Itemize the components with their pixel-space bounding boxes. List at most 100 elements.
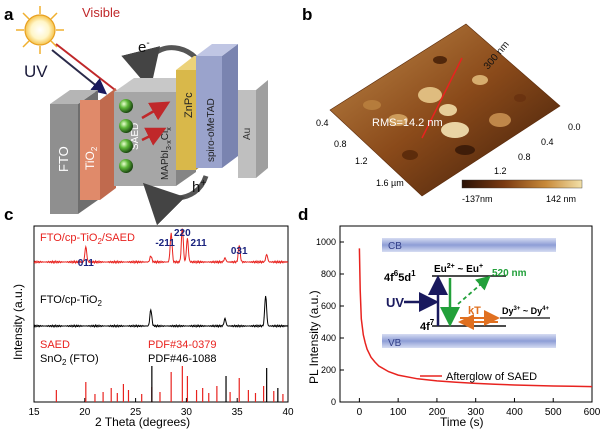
axis-tick-right-2: 0.4 <box>541 137 554 147</box>
xlabel-d: Time (s) <box>440 415 484 429</box>
axis-tick-left-1: 0.4 <box>316 118 329 128</box>
axis-tick-right-4: 1.2 <box>494 166 507 176</box>
spiro-layer <box>196 56 222 168</box>
xrd-trace-cptio2 <box>33 295 289 329</box>
hkl-label: 011 <box>78 258 95 269</box>
znpc-layer <box>176 70 196 170</box>
vb-band <box>382 334 556 348</box>
energy-diagram-inset: CB VB 4f65d1 4f7 Eu2+ ~ Eu+ Dy3+ ~ Dy4+ … <box>382 238 556 349</box>
legend-label-d: Afterglow of SAED <box>446 371 537 383</box>
dy-label: Dy3+ ~ Dy4+ <box>502 306 549 316</box>
cb-band <box>382 238 556 252</box>
emission-out-arrow <box>457 275 491 305</box>
xticks-d: 0 100 200 300 400 500 600 <box>357 398 600 418</box>
uv-ray-arrow <box>51 49 108 95</box>
hole-arrow <box>142 175 209 226</box>
fto-layer <box>50 104 78 214</box>
x-tick-label-c: 30 <box>181 407 193 418</box>
x-tick-label-c: 15 <box>28 407 40 418</box>
ref-label-sno2: SnO2 (FTO) <box>40 353 99 367</box>
saed-particles <box>119 99 133 173</box>
panel-a: a Visible UV e- FTO TiO2 <box>4 5 268 226</box>
vb-label: VB <box>388 338 402 349</box>
axis-tick-right-3: 0.8 <box>518 152 531 162</box>
electron-arrow <box>121 45 198 90</box>
x-tick-label-c: 25 <box>130 407 142 418</box>
x-tick-label-d: 600 <box>584 407 600 418</box>
x-tick-label-d: 400 <box>506 407 523 418</box>
colorbar-max-label: 142 nm <box>546 194 576 204</box>
ylabel-d: PL Intensity (a.u.) <box>307 290 321 384</box>
hkl-label: 220 <box>174 228 191 239</box>
rms-line <box>421 57 463 139</box>
y-tick-label-d: 0 <box>331 397 336 407</box>
plot-frame-d <box>339 225 593 403</box>
y-tick-label-d: 800 <box>321 269 336 279</box>
panel-b: b RMS=14.2 nm 300 nm 0.4 0.8 1.2 1.6 µm … <box>302 5 583 204</box>
tio2-label: TiO2 <box>83 146 99 170</box>
visible-label: Visible <box>82 5 120 20</box>
excited-state-label: 4f65d1 <box>384 269 416 284</box>
xlabel-c: 2 Theta (degrees) <box>95 415 190 429</box>
ref-pdf-sno2: PDF#46-1088 <box>148 353 217 365</box>
eu-label: Eu2+ ~ Eu+ <box>434 263 483 275</box>
panel-label-c: c <box>4 205 13 224</box>
ref-pdf-saed: PDF#34-0379 <box>148 339 217 351</box>
y-tick-label-d: 400 <box>321 333 336 343</box>
afterglow-curve <box>358 248 593 388</box>
x-tick-label-c: 40 <box>282 407 294 418</box>
reference-sticks-c <box>55 366 284 402</box>
sun-icon <box>16 6 64 54</box>
hkl-label: 031 <box>231 246 248 257</box>
electron-label: e- <box>138 38 150 56</box>
ref-label-saed: SAED <box>40 339 70 351</box>
transfer-arrow-2 <box>141 127 167 146</box>
x-tick-label-d: 500 <box>545 407 562 418</box>
uv-label: UV <box>24 62 48 81</box>
spiro-label: spiro-oMeTAD <box>206 98 217 162</box>
plot-frame-c <box>33 225 289 403</box>
axis-tick-right-1: 0.0 <box>568 122 581 132</box>
au-layer <box>238 90 256 178</box>
axis-tick-left-2: 0.8 <box>334 139 347 149</box>
colorbar <box>461 179 583 189</box>
emission-label: 520 nm <box>492 268 527 279</box>
znpc-label: ZnPc <box>183 92 195 118</box>
axis-tick-left-4: 1.6 µm <box>376 178 404 188</box>
x-tick-label-d: 100 <box>390 407 407 418</box>
afm-texture <box>363 56 526 160</box>
panel-c: c Intensity (a.u.) 2 Theta (degrees) 15 2… <box>4 205 294 429</box>
uv-inset-label: UV <box>386 295 404 310</box>
y-tick-label-d: 200 <box>321 365 336 375</box>
rms-label: RMS=14.2 nm <box>372 117 443 129</box>
x-tick-label-c: 35 <box>232 407 244 418</box>
panel-label-d: d <box>298 205 308 224</box>
y-tick-label-d: 1000 <box>316 237 336 247</box>
hkl-label: -211 <box>155 238 175 249</box>
ground-state-label: 4f7 <box>420 318 435 333</box>
tio2-layer <box>80 100 100 200</box>
y-tick-label-d: 600 <box>321 301 336 311</box>
trace-label-saed: FTO/cp-TiO2/SAED <box>40 232 135 246</box>
x-tick-label-d: 200 <box>429 407 446 418</box>
colorbar-min-label: -137nm <box>462 194 493 204</box>
yticks-d: 0 200 400 600 800 1000 <box>316 237 344 407</box>
hole-label: h+ <box>192 178 206 196</box>
transfer-arrow-1 <box>141 101 171 121</box>
kt-label: kT <box>468 305 481 317</box>
trace-label-cptio2: FTO/cp-TiO2 <box>40 294 102 308</box>
axis-tick-left-3: 1.2 <box>355 156 368 166</box>
panel-label-a: a <box>4 5 14 24</box>
panel-label-b: b <box>302 5 312 24</box>
ylabel-c: Intensity (a.u.) <box>11 284 25 360</box>
x-tick-label-c: 20 <box>79 407 91 418</box>
cb-label: CB <box>388 241 402 252</box>
saed-label: SAED <box>130 123 141 150</box>
panel-d: d PL Intensity (a.u.) Time (s) 0 100 200 30… <box>298 205 600 429</box>
x-tick-label-d: 300 <box>467 407 484 418</box>
xrd-trace-saed <box>33 228 289 265</box>
xticks-c: 15 20 25 30 35 40 <box>28 398 294 418</box>
hkl-label: 211 <box>191 238 208 249</box>
traces-c <box>33 228 289 329</box>
